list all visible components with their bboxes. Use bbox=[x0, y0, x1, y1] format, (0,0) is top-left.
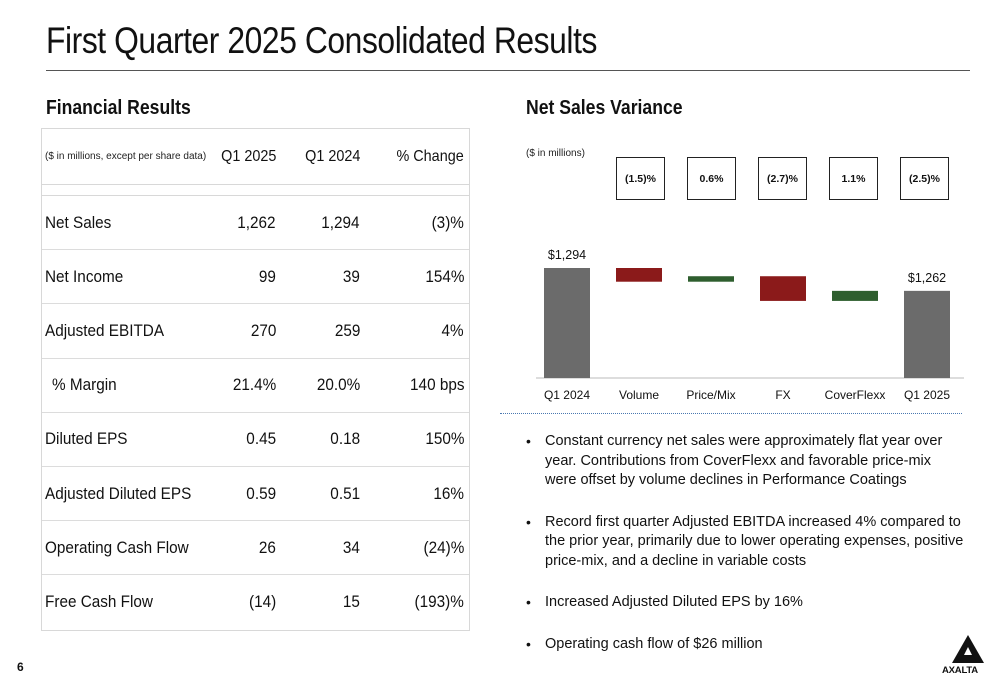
table-row: Diluted EPS 0.45 0.18 150% bbox=[42, 413, 469, 467]
table-row: % Margin 21.4% 20.0% 140 bps bbox=[42, 359, 469, 413]
bar-price-mix bbox=[688, 276, 734, 282]
column-header-q1-2024: Q1 2024 bbox=[304, 147, 360, 165]
chart-unit-note: ($ in millions) bbox=[526, 148, 585, 159]
list-item: Increased Adjusted Diluted EPS by 16% bbox=[526, 593, 966, 613]
row-label: Net Sales bbox=[45, 212, 112, 232]
variance-pct-box-fx: (2.7)% bbox=[758, 157, 807, 200]
bar-coverflexx bbox=[832, 290, 878, 301]
list-item: Constant currency net sales were approxi… bbox=[526, 432, 966, 491]
cell-change: (193)% bbox=[414, 592, 464, 612]
table-header-row: ($ in millions, except per share data) Q… bbox=[42, 129, 469, 185]
row-label: Net Income bbox=[45, 266, 124, 286]
cell-q1-2025: 26 bbox=[258, 537, 276, 557]
x-tick-label: Price/Mix bbox=[686, 388, 735, 402]
x-tick-label: Q1 2024 bbox=[544, 388, 590, 402]
chart-divider bbox=[500, 413, 962, 414]
cell-q1-2024: 20.0% bbox=[316, 375, 360, 395]
variance-pct-box-volume: (1.5)% bbox=[616, 157, 665, 200]
list-item: Record first quarter Adjusted EBITDA inc… bbox=[526, 513, 966, 572]
row-label: Diluted EPS bbox=[45, 429, 128, 449]
data-label-q1-2025: $1,262 bbox=[908, 271, 946, 285]
variance-pct-box-coverflexx: 1.1% bbox=[829, 157, 878, 200]
cell-q1-2025: 0.59 bbox=[246, 483, 276, 503]
cell-q1-2024: 259 bbox=[334, 320, 360, 340]
cell-q1-2024: 34 bbox=[342, 537, 360, 557]
variance-pct-box-price-mix: 0.6% bbox=[687, 157, 736, 200]
cell-q1-2024: 0.51 bbox=[330, 483, 360, 503]
cell-q1-2025: 0.45 bbox=[246, 429, 276, 449]
bar-volume bbox=[616, 268, 662, 282]
bar-q1-2024 bbox=[544, 268, 590, 378]
bar-fx bbox=[760, 276, 806, 301]
cell-q1-2024: 1,294 bbox=[321, 212, 360, 232]
financial-results-table: ($ in millions, except per share data) Q… bbox=[41, 128, 470, 631]
x-tick-label: Volume bbox=[619, 388, 659, 402]
x-tick-label: FX bbox=[775, 388, 790, 402]
table-row: Operating Cash Flow 26 34 (24)% bbox=[42, 521, 469, 576]
table-row: Free Cash Flow (14) 15 (193)% bbox=[42, 575, 469, 629]
commentary-bullets: Constant currency net sales were approxi… bbox=[526, 432, 966, 676]
axalta-logo-icon bbox=[952, 635, 984, 663]
bullet-text: Increased Adjusted Diluted EPS by 16% bbox=[545, 594, 803, 610]
x-tick-label: Q1 2025 bbox=[904, 388, 950, 402]
cell-q1-2024: 15 bbox=[342, 592, 360, 612]
cell-q1-2025: 99 bbox=[258, 266, 276, 286]
cell-change: 154% bbox=[424, 266, 464, 286]
cell-q1-2025: 1,262 bbox=[237, 212, 276, 232]
cell-q1-2025: (14) bbox=[248, 592, 276, 612]
cell-q1-2025: 21.4% bbox=[232, 375, 276, 395]
page-title: First Quarter 2025 Consolidated Results bbox=[46, 20, 597, 61]
column-header-change: % Change bbox=[396, 147, 464, 165]
net-sales-variance-heading: Net Sales Variance bbox=[526, 97, 683, 119]
cell-change: (3)% bbox=[431, 212, 464, 232]
cell-q1-2025: 270 bbox=[250, 320, 276, 340]
variance-pct-box-total: (2.5)% bbox=[900, 157, 949, 200]
row-label: % Margin bbox=[52, 375, 117, 395]
bullet-text: Record first quarter Adjusted EBITDA inc… bbox=[545, 513, 964, 569]
logo-wordmark: AXALTA bbox=[942, 665, 978, 676]
cell-change: 16% bbox=[433, 483, 464, 503]
financial-results-heading: Financial Results bbox=[46, 97, 191, 119]
bar-q1-2025 bbox=[904, 290, 950, 378]
x-tick-label: CoverFlexx bbox=[825, 388, 886, 402]
row-label: Operating Cash Flow bbox=[45, 537, 189, 557]
cell-change: 4% bbox=[441, 320, 464, 340]
table-header-gap bbox=[42, 185, 469, 196]
cell-q1-2024: 0.18 bbox=[330, 429, 360, 449]
row-label: Adjusted EBITDA bbox=[45, 320, 165, 340]
cell-q1-2024: 39 bbox=[342, 266, 360, 286]
list-item: Operating cash flow of $26 million bbox=[526, 635, 966, 655]
cell-change: (24)% bbox=[423, 537, 464, 557]
bullet-text: Operating cash flow of $26 million bbox=[545, 635, 763, 652]
table-row: Adjusted EBITDA 270 259 4% bbox=[42, 304, 469, 359]
column-header-label: ($ in millions, except per share data) bbox=[45, 151, 207, 162]
column-header-q1-2025: Q1 2025 bbox=[220, 147, 276, 165]
table-row: Net Sales 1,262 1,294 (3)% bbox=[42, 196, 469, 251]
row-label: Adjusted Diluted EPS bbox=[45, 483, 192, 503]
title-divider bbox=[46, 70, 970, 71]
table-row: Adjusted Diluted EPS 0.59 0.51 16% bbox=[42, 467, 469, 522]
cell-change: 140 bps bbox=[409, 375, 464, 395]
data-label-q1-2024: $1,294 bbox=[548, 248, 586, 262]
table-row: Net Income 99 39 154% bbox=[42, 250, 469, 305]
page-number: 6 bbox=[17, 660, 24, 674]
cell-change: 150% bbox=[424, 429, 464, 449]
row-label: Free Cash Flow bbox=[45, 592, 153, 612]
bullet-text: Constant currency net sales were approxi… bbox=[545, 433, 943, 488]
